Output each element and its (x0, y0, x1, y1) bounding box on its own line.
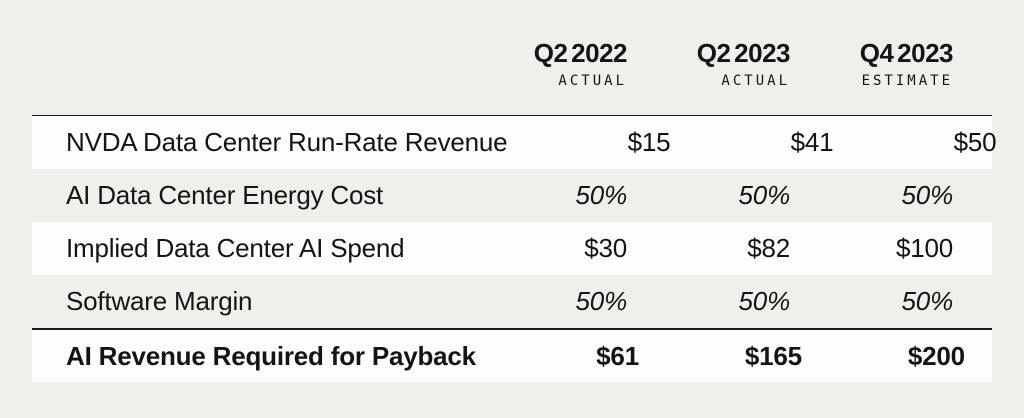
cell-value: $100 (895, 233, 953, 263)
table-header-row: Q2 2022 ACTUAL Q2 2023 ACTUAL Q4 2023 ES… (32, 0, 992, 115)
table-body: NVDA Data Center Run-Rate Revenue $15 $4… (32, 115, 997, 382)
cell-value: $30 (584, 233, 627, 263)
column-header-q4-2023: Q4 2023 ESTIMATE (790, 38, 954, 89)
table-row-payback-total: AI Revenue Required for Payback $61 $165… (32, 328, 992, 382)
column-header-q2-2022: Q2 2022 ACTUAL (464, 38, 628, 89)
cell-value: $61 (596, 340, 639, 371)
cell-value: 50% (738, 180, 791, 210)
cell-value: 50% (901, 180, 954, 210)
cell-value: $50 (953, 127, 997, 157)
cell-value: 50% (901, 286, 954, 316)
row-label: NVDA Data Center Run-Rate Revenue (66, 127, 508, 157)
cell-value: 50% (575, 180, 628, 210)
cell-value: $200 (907, 340, 965, 371)
table-row-energy-cost: AI Data Center Energy Cost 50% 50% 50% (32, 169, 992, 222)
row-label: AI Revenue Required for Payback (66, 340, 476, 371)
table-row-software-margin: Software Margin 50% 50% 50% (32, 275, 992, 328)
cell-value: 50% (575, 286, 628, 316)
row-label: Software Margin (66, 286, 253, 316)
column-title: Q2 2023 (696, 38, 791, 68)
cell-value: 50% (738, 286, 791, 316)
column-subtitle: ESTIMATE (861, 73, 953, 89)
cell-value: $165 (744, 340, 802, 371)
column-subtitle: ACTUAL (558, 73, 627, 89)
row-label: AI Data Center Energy Cost (66, 180, 384, 210)
column-header-q2-2023: Q2 2023 ACTUAL (627, 38, 791, 89)
data-table: Q2 2022 ACTUAL Q2 2023 ACTUAL Q4 2023 ES… (32, 0, 997, 382)
cell-value: $41 (790, 127, 834, 157)
cell-value: $15 (627, 127, 671, 157)
table-row-nvda-revenue: NVDA Data Center Run-Rate Revenue $15 $4… (32, 116, 997, 169)
cell-value: $82 (747, 233, 790, 263)
column-subtitle: ACTUAL (721, 73, 790, 89)
table-row-implied-spend: Implied Data Center AI Spend $30 $82 $10… (32, 222, 992, 275)
row-label: Implied Data Center AI Spend (66, 233, 405, 263)
column-title: Q4 2023 (859, 38, 954, 68)
column-title: Q2 2022 (533, 38, 628, 68)
